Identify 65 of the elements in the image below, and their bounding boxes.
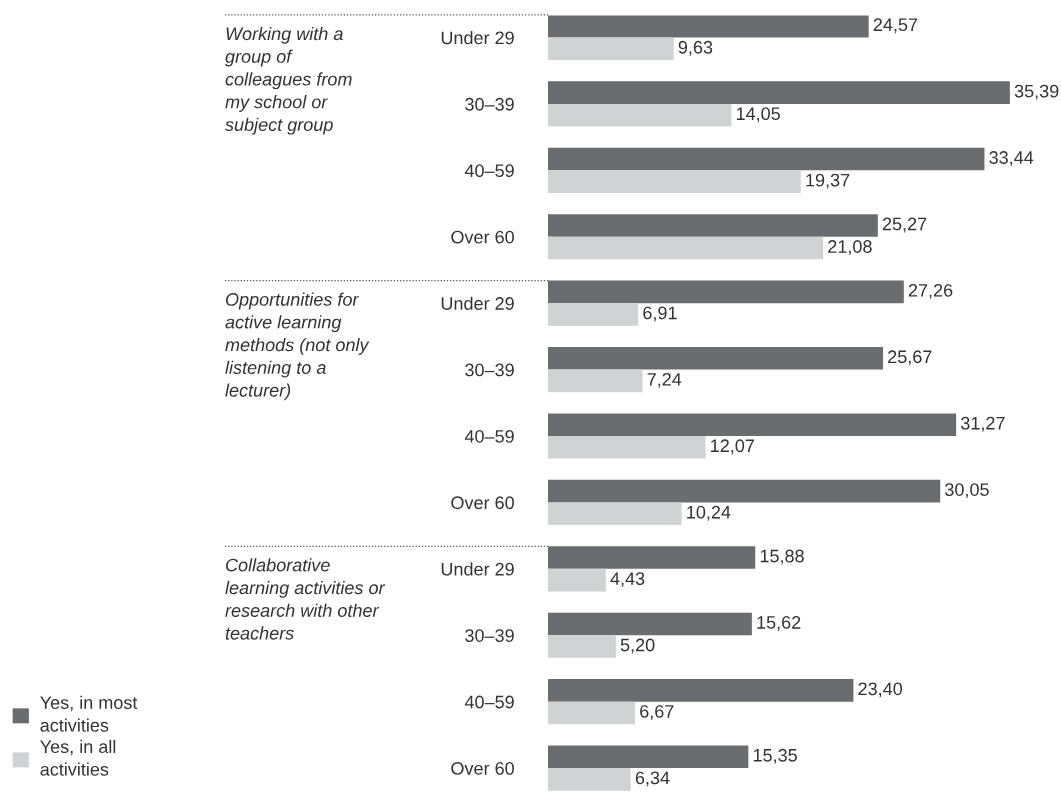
data-label: 21,08 (828, 240, 872, 256)
y-tick-label: 40–59 (464, 164, 514, 178)
data-label: 35,39 (1014, 84, 1059, 100)
data-label: 9,63 (678, 40, 713, 56)
y-tick-label: 30–39 (465, 363, 514, 377)
data-label: 30,05 (945, 483, 989, 499)
bar (548, 768, 631, 791)
data-label: 15,62 (757, 616, 801, 631)
y-tick-label: Under 29 (441, 296, 514, 310)
data-label: 6,91 (643, 306, 677, 322)
y-tick-label: 30–39 (465, 629, 514, 642)
data-label: 6,67 (640, 705, 674, 720)
bar (548, 347, 884, 370)
data-label: 24,57 (873, 18, 918, 34)
bar (548, 612, 752, 636)
bar (548, 502, 682, 526)
data-label: 12,07 (711, 439, 754, 455)
legend-label: Yes, in all activities (40, 739, 116, 776)
bar (548, 15, 869, 38)
data-label: 23,40 (858, 682, 903, 698)
y-tick-label: Over 60 (451, 496, 514, 510)
bar (548, 170, 801, 193)
text: Working with a group of colleagues from my school or subject group (225, 26, 352, 135)
bar (548, 436, 706, 459)
bar (548, 147, 985, 171)
bar (548, 303, 639, 326)
bar (548, 479, 941, 503)
bar (548, 37, 674, 61)
bar (548, 81, 1010, 104)
data-label: 19,37 (806, 173, 850, 189)
text: Collaborative learning activities or research with other teachers (225, 558, 386, 640)
data-label: 25,27 (882, 217, 927, 233)
bar (548, 214, 878, 237)
data-label: 31,27 (960, 416, 1005, 432)
bar (548, 745, 749, 769)
y-tick-label: Under 29 (441, 562, 514, 576)
bar (548, 280, 904, 304)
bar (548, 701, 636, 725)
data-label: 7,24 (647, 372, 682, 388)
bar (548, 679, 854, 702)
y-tick-label: 30–39 (465, 97, 514, 111)
bar (548, 369, 643, 393)
data-label: 5,20 (620, 638, 655, 654)
y-tick-label: Over 60 (451, 230, 514, 244)
data-label: 27,26 (908, 283, 953, 299)
bar (548, 103, 732, 127)
bar (548, 236, 824, 260)
data-label: 6,34 (635, 771, 670, 787)
legend-label: Yes, in most activities (40, 695, 138, 732)
y-tick-label: Over 60 (451, 762, 514, 775)
data-label: 15,35 (753, 748, 797, 764)
y-tick-label: 40–59 (464, 695, 514, 709)
data-label: 15,88 (760, 549, 804, 565)
text: Opportunities for active learning methods (not only listening to a lecturer) (225, 292, 370, 401)
data-label: 33,44 (989, 151, 1034, 167)
bar (548, 546, 756, 569)
data-label: 25,67 (888, 350, 932, 366)
data-label: 14,05 (736, 107, 780, 123)
y-tick-label: 40–59 (464, 429, 514, 443)
bar (548, 413, 957, 437)
bar (548, 568, 606, 592)
data-label: 4,43 (610, 572, 645, 588)
data-label: 10,24 (687, 505, 731, 521)
y-tick-label: Under 29 (441, 30, 514, 45)
bar (548, 635, 616, 658)
